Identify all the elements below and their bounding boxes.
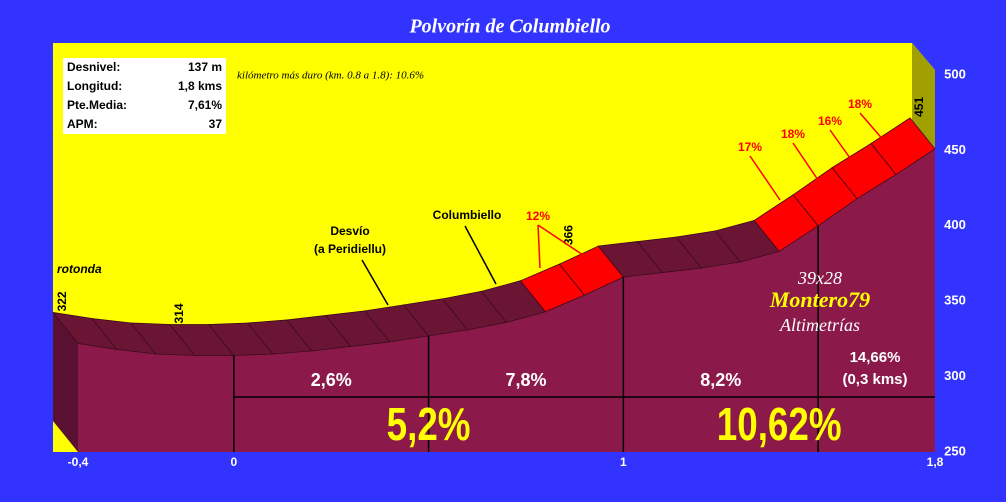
y-tick-label: 500 <box>944 66 966 81</box>
elevation-label: 322 <box>55 291 69 311</box>
x-tick-label: 0 <box>230 455 237 469</box>
pointer <box>792 142 819 181</box>
stat-value: 7,61% <box>188 98 222 112</box>
total-label: 10,62% <box>717 398 842 450</box>
stat-label: Pte.Media: <box>67 98 127 112</box>
pointer <box>829 129 856 166</box>
elevation-label: 451 <box>912 97 926 117</box>
place-label: Desvío <box>330 224 369 238</box>
section-label: 2,6% <box>311 370 352 390</box>
plot-side <box>912 43 935 150</box>
section-label: (0,3 kms) <box>842 371 907 388</box>
pointer <box>361 259 389 306</box>
profile-segment <box>870 117 936 176</box>
steep-label: 18% <box>781 127 805 141</box>
y-tick-label: 350 <box>944 293 966 308</box>
stat-label: APM: <box>67 117 98 131</box>
steep-label: 17% <box>738 140 762 154</box>
pointer <box>464 225 497 285</box>
steep-label: 16% <box>818 114 842 128</box>
pointer <box>749 155 781 201</box>
x-tick-label: 1,8 <box>927 455 944 469</box>
credit: Montero79 <box>769 287 870 312</box>
credit: Altimetrías <box>779 315 860 335</box>
y-tick-label: 400 <box>944 217 966 232</box>
section-label: 8,2% <box>700 370 741 390</box>
x-tick-label: -0,4 <box>68 455 89 469</box>
pointer <box>537 224 541 269</box>
place-label: (a Peridiellu) <box>314 242 386 256</box>
place-label: rotonda <box>57 262 102 276</box>
profile-area <box>78 148 935 452</box>
elevation-label: 366 <box>562 225 576 245</box>
note: kilómetro más duro (km. 0.8 a 1.8): 10.6… <box>237 70 424 82</box>
y-tick-label: 300 <box>944 368 966 383</box>
pointer <box>537 224 584 256</box>
stat-value: 137 m <box>188 60 222 74</box>
total-label: 5,2% <box>387 398 471 450</box>
stat-value: 37 <box>209 117 223 131</box>
chart-title: Polvorín de Columbiello <box>408 16 610 38</box>
section-label: 14,66% <box>850 349 901 366</box>
steep-label: 18% <box>848 97 872 111</box>
x-tick-label: 1 <box>620 455 627 469</box>
stat-value: 1,8 kms <box>178 79 222 93</box>
stat-label: Longitud: <box>67 79 122 93</box>
section-label: 7,8% <box>505 370 546 390</box>
elevation-label: 314 <box>172 303 186 323</box>
y-tick-label: 250 <box>944 443 966 458</box>
steep-label: 12% <box>526 209 550 223</box>
y-tick-label: 450 <box>944 142 966 157</box>
place-label: Columbiello <box>433 208 502 222</box>
left-face <box>53 312 78 452</box>
stats-box <box>63 58 226 134</box>
stat-label: Desnivel: <box>67 60 120 74</box>
pointer <box>859 112 886 143</box>
credit: 39x28 <box>797 268 842 288</box>
